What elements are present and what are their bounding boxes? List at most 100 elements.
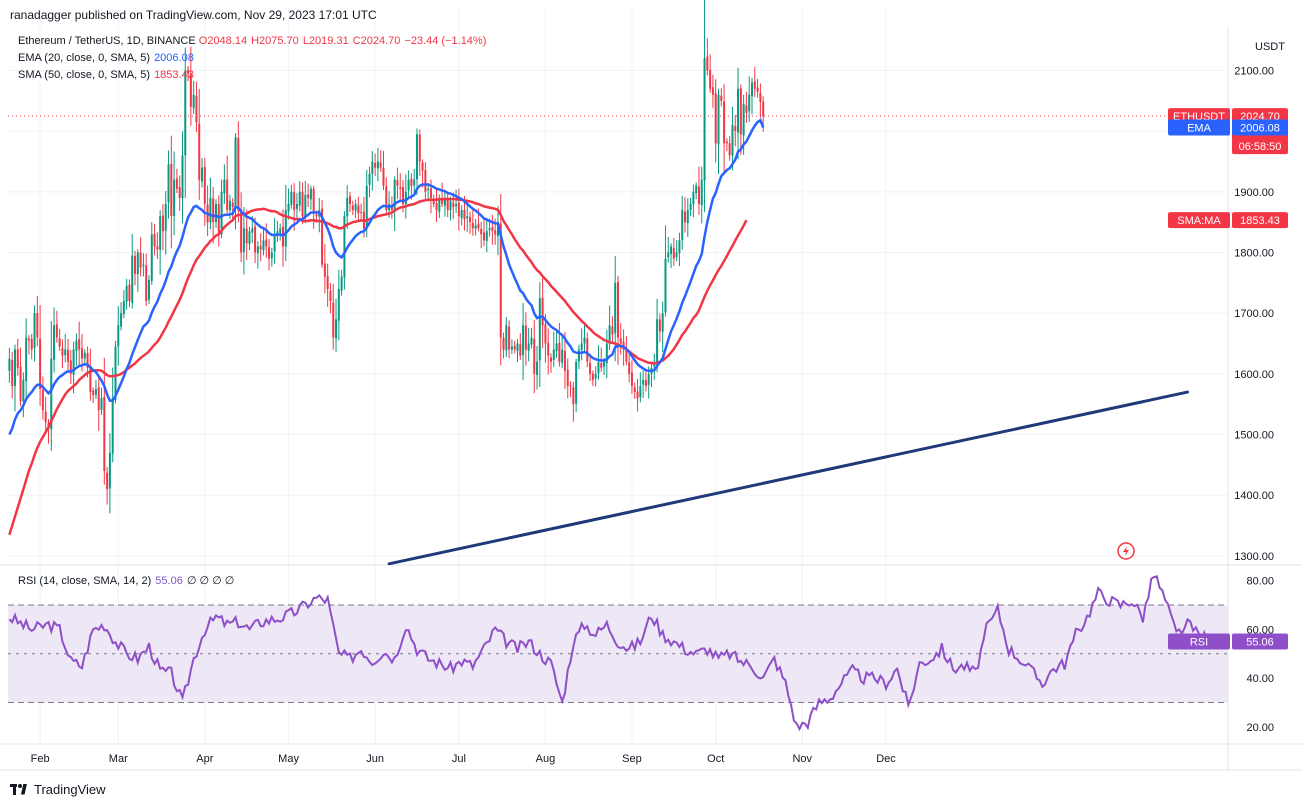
candle-body <box>273 234 276 252</box>
candle-body <box>89 367 92 393</box>
candle-body <box>164 203 167 231</box>
candle-body <box>463 210 466 220</box>
month-tick-label: Apr <box>196 753 213 765</box>
candle-body <box>541 297 544 326</box>
candle-body <box>667 252 670 258</box>
candle-body <box>212 198 215 223</box>
sma-legend[interactable]: SMA (50, close, 0, SMA, 5) 1853.43 <box>18 69 194 81</box>
high-value: H2075.70 <box>251 35 299 47</box>
candle-body <box>30 338 33 350</box>
candle-body <box>390 205 393 211</box>
time-axis[interactable]: Feb Mar Apr May Jun Jul Aug Sep Oct Nov Dec <box>31 753 897 765</box>
candle-body <box>494 230 497 235</box>
close-value: C2024.70 <box>352 35 401 47</box>
candle-body <box>544 324 547 344</box>
candle-body <box>731 125 734 156</box>
candle-body <box>658 319 661 332</box>
candle-body <box>304 194 307 217</box>
candle-body <box>94 389 97 395</box>
ohlc-values: O2048.14 H2075.70 L2019.31 C2024.70 −23.44 (… <box>199 35 491 47</box>
candle-body <box>346 197 349 217</box>
candle-body <box>242 228 245 253</box>
candle-body <box>530 337 533 345</box>
candle-body <box>524 325 527 350</box>
candle-body <box>605 343 608 364</box>
month-tick-label: Feb <box>31 753 50 765</box>
brand-label: TradingView <box>34 782 106 797</box>
candle-body <box>80 348 83 359</box>
candle-body <box>86 353 89 368</box>
currency-label: USDT <box>1255 41 1285 53</box>
candle-body <box>268 247 271 259</box>
rsi-legend[interactable]: RSI (14, close, SMA, 14, 2) 55.06 ∅ ∅ ∅ ∅ <box>18 574 234 587</box>
candle-body <box>374 162 377 168</box>
candle-body <box>69 360 72 374</box>
candle-body <box>611 326 614 335</box>
rsi-name-tag <box>1168 633 1230 650</box>
candle-body <box>329 290 332 302</box>
candle-body <box>55 324 58 338</box>
month-tick-label: Mar <box>109 753 128 765</box>
candle-body <box>309 188 312 200</box>
candle-body <box>619 338 622 344</box>
price-tick-label: 1500.00 <box>1234 430 1274 442</box>
candle-body <box>513 345 516 350</box>
price-tick-label: 1700.00 <box>1234 308 1274 320</box>
candle-body <box>287 203 290 212</box>
candle-body <box>709 69 712 89</box>
candle-body <box>13 349 16 386</box>
candle-body <box>83 352 86 359</box>
published-note: ranadagger published on TradingView.com,… <box>10 8 377 22</box>
candle-body <box>717 94 720 145</box>
candle-body <box>580 343 583 350</box>
candle-body <box>290 191 293 205</box>
candle-body <box>128 284 131 302</box>
candle-body <box>469 217 472 223</box>
candle-body <box>695 185 698 194</box>
candle-body <box>404 191 407 205</box>
moving-averages <box>8 118 765 536</box>
candle-body <box>700 179 703 206</box>
candle-body <box>173 179 176 216</box>
month-tick-label: Sep <box>622 753 642 765</box>
price-tick-label: 1600.00 <box>1234 369 1274 381</box>
candle-body <box>39 338 42 390</box>
candle-body <box>675 252 678 257</box>
ema-legend[interactable]: EMA (20, close, 0, SMA, 5) 2006.08 <box>18 52 194 64</box>
candle-body <box>351 205 354 211</box>
candle-body <box>692 191 695 205</box>
candle-body <box>295 203 298 209</box>
candle-body <box>672 248 675 259</box>
candle-body <box>203 166 206 204</box>
candle-body <box>147 279 150 300</box>
candle-body <box>209 197 212 223</box>
candle-body <box>385 186 388 211</box>
candle-body <box>61 348 64 356</box>
candle-body <box>41 390 44 411</box>
candle-body <box>198 123 201 180</box>
candle-body <box>301 191 304 217</box>
candle-body <box>78 339 81 350</box>
candle-body <box>279 228 282 233</box>
candle-body <box>429 188 432 198</box>
candle-body <box>558 342 561 362</box>
candle-body <box>617 282 619 338</box>
sma-value: 1853.43 <box>154 69 194 81</box>
candle-body <box>396 179 399 186</box>
tradingview-logo[interactable]: TradingView <box>10 782 106 797</box>
candle-body <box>628 362 631 374</box>
candle-body <box>245 228 248 244</box>
candle-body <box>371 161 374 174</box>
candle-body <box>354 203 357 211</box>
price-tick-label: 2100.00 <box>1234 65 1274 77</box>
candle-body <box>22 379 25 402</box>
candle-body <box>446 197 449 211</box>
candle-body <box>642 379 645 385</box>
candle-body <box>519 344 522 356</box>
candle-body <box>633 387 636 393</box>
candle-body <box>335 319 338 339</box>
candle-body <box>259 246 262 250</box>
symbol-legend[interactable]: Ethereum / TetherUS, 1D, BINANCE O2048.1… <box>18 35 490 47</box>
candle-body <box>477 223 480 229</box>
open-value: O2048.14 <box>198 35 248 47</box>
